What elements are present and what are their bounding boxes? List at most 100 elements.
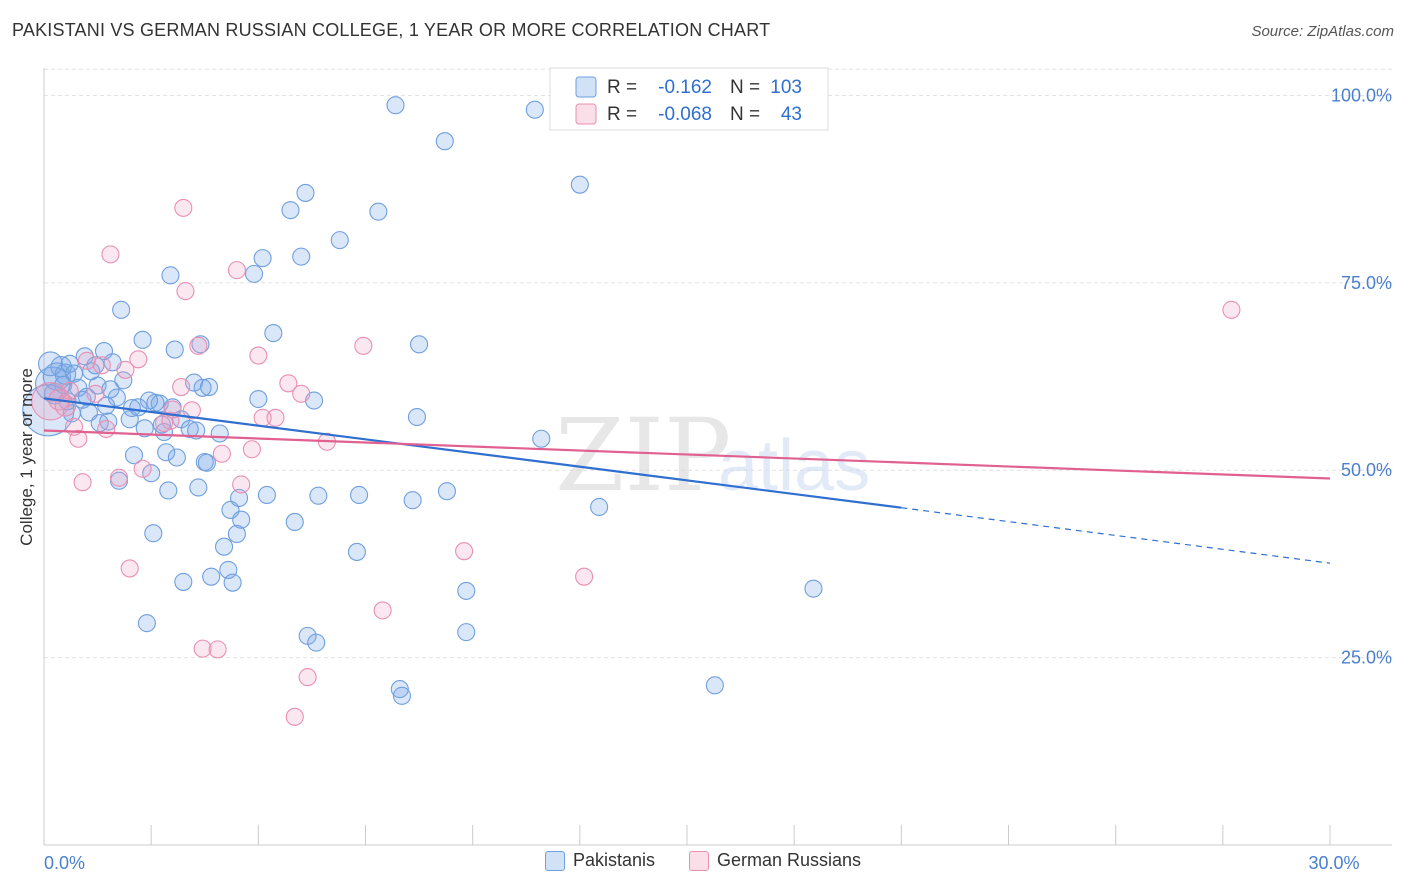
series-legend: Pakistanis German Russians: [0, 850, 1406, 871]
pakistani-point-20: [124, 446, 144, 465]
legend-item-pakistanis: Pakistanis: [544, 850, 655, 871]
pakistani-point-52: [223, 573, 242, 592]
german-russian-point-22: [176, 282, 195, 301]
german-russian-point-3: [60, 381, 79, 400]
german-russian-point-23: [182, 401, 201, 420]
x-tick-label-1: 30.0%: [1308, 853, 1359, 873]
german-russian-point-16: [133, 459, 152, 478]
legend-swatch-german-russians: [575, 103, 597, 125]
german-russian-point-9: [92, 356, 111, 375]
german-russian-point-42: [575, 567, 594, 586]
pakistani-point-82: [457, 623, 476, 642]
german-russian-point-21: [174, 198, 193, 217]
legend-label-pakistanis: Pakistanis: [572, 850, 655, 870]
pakistani-point-68: [309, 486, 328, 505]
german-russian-point-36: [292, 384, 311, 403]
pakistani-point-73: [386, 96, 405, 115]
legend-r-label-1: R =: [607, 77, 637, 98]
german-russian-point-31: [249, 346, 268, 365]
german-russian-point-30: [242, 440, 261, 459]
pakistani-point-34: [165, 340, 184, 359]
legend-r-value-2: -0.068: [658, 104, 712, 125]
y-axis-label: College, 1 year or more: [17, 368, 36, 546]
pakistani-point-63: [292, 247, 311, 266]
legend-item-german-russians: German Russians: [688, 850, 862, 871]
y-tick-label-3: 100.0%: [1331, 85, 1392, 105]
pakistani-point-67: [307, 633, 326, 652]
legend-n-value-1: 103: [770, 77, 802, 98]
pakistani-point-77: [407, 407, 426, 427]
pakistani-point-47: [202, 567, 221, 586]
german-russian-point-34: [279, 374, 298, 393]
pakistani-point-31: [159, 481, 178, 500]
pakistani-point-95: [79, 403, 99, 422]
gridlines: [44, 68, 1392, 659]
pakistani-point-30: [157, 443, 176, 462]
pakistani-point-87: [705, 676, 724, 695]
german-russian-point-20: [172, 377, 191, 397]
german-russian-point-7: [77, 351, 96, 370]
pakistani-point-79: [435, 132, 454, 151]
pakistani-point-24: [137, 614, 156, 633]
legend-label-german-russians: German Russians: [716, 850, 862, 870]
pakistani-trend-line: [43, 397, 902, 509]
pakistani-point-89: [37, 351, 63, 377]
legend-n-label-2: N =: [730, 104, 760, 125]
german-russian-trend-line: [43, 429, 1331, 480]
pakistani-point-40: [187, 421, 206, 440]
pakistani-point-56: [244, 264, 264, 283]
trend-lines: [43, 397, 1331, 564]
german-russian-point-5: [69, 429, 88, 448]
source-label: Source: ZipAtlas.com: [1251, 23, 1394, 40]
german-russian-point-43: [1222, 300, 1241, 319]
pakistani-point-37: [174, 572, 193, 591]
pakistani-point-25: [142, 464, 161, 483]
pakistani-point-5: [60, 354, 79, 373]
pakistani-point-85: [570, 175, 589, 194]
pakistani-point-26: [144, 524, 163, 543]
pakistani-point-84: [532, 429, 551, 448]
german-russian-point-26: [208, 640, 227, 659]
german-russian-point-41: [455, 542, 474, 561]
pakistani-point-46: [199, 377, 219, 397]
pakistani-point-78: [410, 335, 429, 354]
pakistani-point-62: [285, 512, 304, 532]
pakistani-point-101: [139, 391, 159, 410]
pakistani-point-81: [457, 581, 476, 600]
pakistani-point-74: [390, 680, 409, 699]
pakistani-point-69: [330, 231, 349, 250]
pakistani-point-71: [350, 485, 369, 505]
pakistani-point-59: [257, 485, 276, 505]
pakistani-point-72: [369, 202, 388, 221]
pakistani-point-18: [112, 300, 131, 319]
stats-legend: R = -0.162 N = 103 R = -0.068 N = 43: [549, 67, 829, 131]
pakistani-point-0: [22, 384, 75, 437]
german-russian-point-27: [212, 444, 231, 463]
german-russian-point-11: [101, 245, 120, 264]
german-russian-point-39: [354, 336, 373, 355]
legend-swatch-blue: [544, 850, 565, 871]
german-russian-point-28: [227, 261, 246, 280]
pakistani-point-80: [437, 482, 456, 501]
pakistani-point-22: [133, 330, 152, 349]
legend-n-value-2: 43: [781, 104, 802, 125]
pakistani-point-53: [227, 524, 246, 543]
chart-title: PAKISTANI VS GERMAN RUSSIAN COLLEGE, 1 Y…: [12, 20, 771, 40]
legend-r-label-2: R =: [607, 104, 637, 125]
pakistani-point-83: [525, 100, 544, 119]
pakistani-trend-line-extension: [901, 507, 1331, 564]
pakistani-point-43: [193, 378, 212, 397]
german-russian-point-24: [189, 336, 208, 355]
german-russian-point-8: [86, 384, 105, 403]
german-russian-point-12: [109, 468, 129, 487]
x-tick-label-0: 0.0%: [44, 853, 85, 873]
tick-labels: 25.0% 50.0% 75.0% 100.0% 0.0% 30.0%: [44, 85, 1392, 873]
legend-r-value-1: -0.162: [658, 77, 712, 98]
legend-swatch-pakistanis: [575, 76, 597, 98]
german-russian-point-40: [373, 601, 392, 620]
legend-swatch-pink: [688, 850, 709, 871]
y-tick-label-0: 25.0%: [1341, 648, 1392, 668]
pakistani-point-75: [392, 686, 411, 705]
legend-n-label-1: N =: [730, 77, 760, 98]
